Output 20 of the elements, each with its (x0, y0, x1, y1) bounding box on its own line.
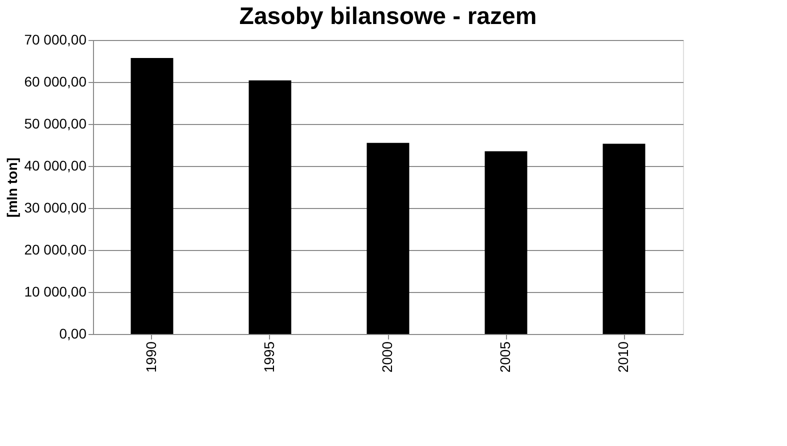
x-tick-label: 2000 (379, 341, 395, 373)
bar (484, 151, 528, 334)
y-tick-label: 40 000,00 (24, 158, 87, 174)
y-tick-label: 30 000,00 (24, 200, 87, 216)
y-tick-label: 60 000,00 (24, 74, 87, 90)
y-tick-label: 0,00 (59, 326, 87, 342)
x-tick-label: 2005 (497, 341, 513, 373)
bar (248, 80, 292, 334)
x-tick-label: 2010 (615, 341, 631, 373)
y-tick-label: 50 000,00 (24, 116, 87, 132)
y-tick-label: 10 000,00 (24, 284, 87, 300)
y-tick-label: 70 000,00 (24, 32, 87, 48)
y-axis-title: [mln ton] (4, 158, 20, 218)
chart-title: Zasoby bilansowe - razem (239, 3, 537, 30)
x-tick-label: 1990 (143, 341, 159, 373)
bar (130, 58, 174, 334)
x-tick-label: 1995 (261, 341, 277, 373)
bar (366, 142, 410, 334)
y-tick-label: 20 000,00 (24, 242, 87, 258)
bar (602, 144, 646, 334)
